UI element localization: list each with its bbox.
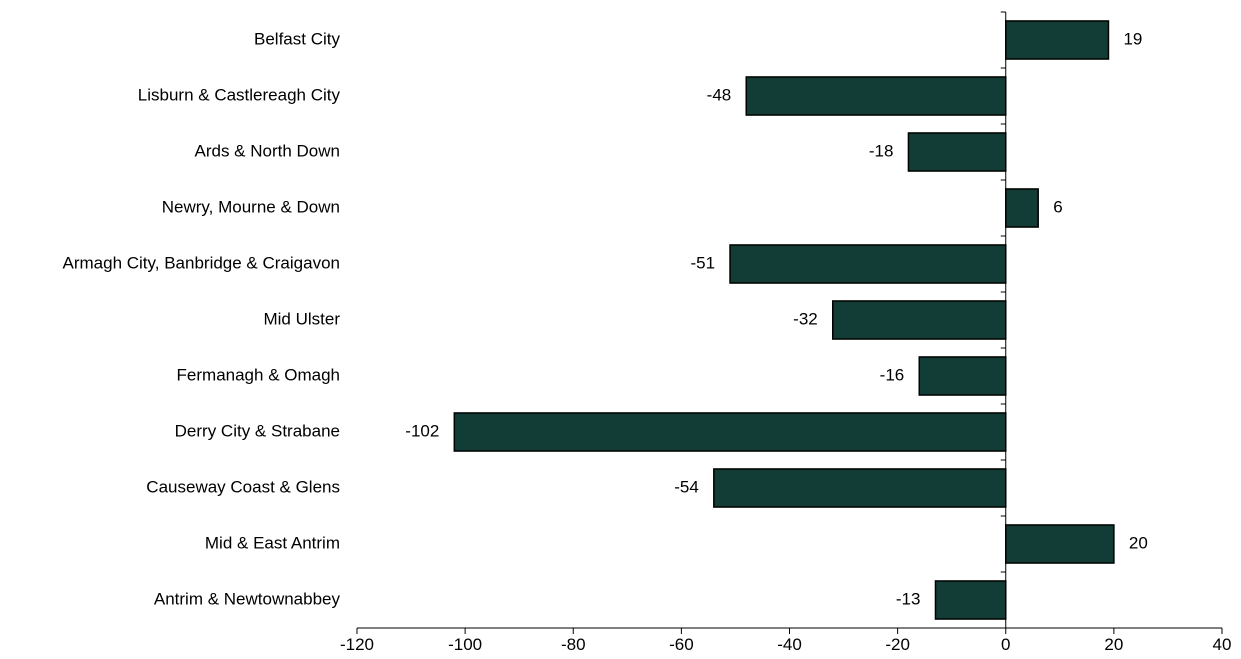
- data-label: -51: [690, 253, 715, 272]
- bar: [453, 412, 1007, 452]
- data-label: -13: [896, 589, 921, 608]
- data-label: 20: [1129, 533, 1148, 552]
- bar: [1005, 524, 1115, 564]
- category-label: Mid & East Antrim: [205, 533, 340, 552]
- x-tick-label: -40: [777, 635, 802, 654]
- value-labels: 19 -48 -18 6 -51 -32 -16 -102 -54 20 -13: [405, 29, 1148, 608]
- x-tick-label: -20: [885, 635, 910, 654]
- category-label: Antrim & Newtownabbey: [154, 589, 341, 608]
- data-label: -18: [869, 141, 894, 160]
- category-label: Armagh City, Banbridge & Craigavon: [63, 253, 341, 272]
- x-tick-label: -80: [561, 635, 586, 654]
- x-axis: -120 -100 -80 -60 -40 -20 0 20 40: [340, 627, 1232, 654]
- category-label: Derry City & Strabane: [175, 421, 340, 440]
- data-label: -32: [793, 309, 818, 328]
- x-tick-label: 0: [1001, 635, 1010, 654]
- data-label: -102: [405, 421, 439, 440]
- bar: [934, 580, 1007, 620]
- bar: [1005, 20, 1110, 60]
- category-label: Ards & North Down: [195, 141, 341, 160]
- bar: [918, 356, 1007, 396]
- x-tick-label: 40: [1213, 635, 1232, 654]
- x-tick-label: -100: [448, 635, 482, 654]
- data-label: 6: [1053, 197, 1062, 216]
- category-label: Causeway Coast & Glens: [146, 477, 340, 496]
- category-label: Belfast City: [254, 29, 340, 48]
- data-label: 19: [1123, 29, 1142, 48]
- data-label: -48: [707, 85, 732, 104]
- bars-layer: [453, 20, 1115, 620]
- bar: [745, 76, 1007, 116]
- bar: [907, 132, 1007, 172]
- x-tick-label: 20: [1104, 635, 1123, 654]
- category-label: Fermanagh & Omagh: [177, 365, 340, 384]
- category-label: Lisburn & Castlereagh City: [138, 85, 341, 104]
- y-axis: [1000, 11, 1007, 629]
- category-labels: Belfast City Lisburn & Castlereagh City Ar…: [63, 29, 341, 608]
- bar: [832, 300, 1007, 340]
- x-tick-label: -60: [669, 635, 694, 654]
- data-label: -16: [880, 365, 905, 384]
- x-tick-label: -120: [340, 635, 374, 654]
- bar: [713, 468, 1007, 508]
- category-label: Newry, Mourne & Down: [162, 197, 340, 216]
- category-label: Mid Ulster: [263, 309, 340, 328]
- bar: [1005, 188, 1039, 228]
- bar: [729, 244, 1007, 284]
- data-label: -54: [674, 477, 699, 496]
